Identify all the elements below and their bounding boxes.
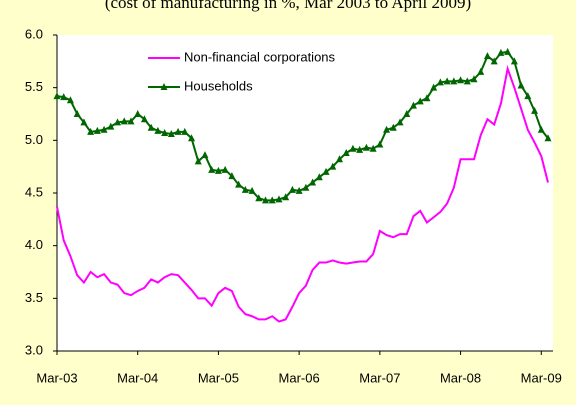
marker bbox=[315, 173, 323, 181]
legend-label: Non-financial corporations bbox=[184, 49, 336, 64]
x-tick-label: Mar-04 bbox=[117, 370, 158, 385]
marker bbox=[214, 166, 222, 174]
marker bbox=[470, 75, 478, 83]
marker bbox=[457, 76, 465, 84]
marker bbox=[100, 125, 108, 133]
marker bbox=[383, 125, 391, 133]
marker bbox=[396, 118, 404, 126]
marker bbox=[181, 127, 189, 135]
marker bbox=[436, 78, 444, 86]
marker bbox=[302, 183, 310, 191]
marker bbox=[167, 130, 175, 138]
marker bbox=[349, 144, 357, 152]
marker bbox=[154, 126, 162, 134]
marker bbox=[517, 81, 525, 89]
marker bbox=[60, 93, 68, 101]
y-tick-label: 5.0 bbox=[25, 132, 43, 147]
y-tick-label: 4.0 bbox=[25, 237, 43, 252]
marker bbox=[248, 186, 256, 194]
x-tick-label: Mar-08 bbox=[440, 370, 481, 385]
marker bbox=[504, 47, 512, 55]
marker bbox=[544, 134, 552, 142]
marker bbox=[356, 145, 364, 153]
marker bbox=[114, 118, 122, 126]
marker bbox=[369, 144, 377, 152]
marker bbox=[295, 186, 303, 194]
marker bbox=[483, 52, 491, 60]
legend-label: Households bbox=[184, 78, 253, 93]
marker bbox=[255, 194, 263, 202]
marker bbox=[409, 101, 417, 109]
marker bbox=[161, 128, 169, 136]
plot-area bbox=[57, 35, 553, 351]
marker bbox=[443, 77, 451, 85]
marker bbox=[268, 196, 276, 204]
marker bbox=[389, 123, 397, 131]
marker bbox=[93, 126, 101, 134]
marker bbox=[342, 148, 350, 156]
marker bbox=[329, 162, 337, 170]
marker bbox=[53, 92, 61, 100]
marker bbox=[490, 57, 498, 65]
x-tick-label: Mar-09 bbox=[521, 370, 562, 385]
marker bbox=[221, 165, 229, 173]
marker bbox=[275, 195, 283, 203]
y-tick-label: 6.0 bbox=[25, 26, 43, 41]
x-tick-label: Mar-06 bbox=[279, 370, 320, 385]
marker bbox=[228, 172, 236, 180]
marker bbox=[362, 143, 370, 151]
marker bbox=[477, 67, 485, 75]
marker bbox=[335, 155, 343, 163]
marker bbox=[140, 115, 148, 123]
marker bbox=[288, 185, 296, 193]
legend-marker bbox=[160, 83, 168, 90]
marker bbox=[403, 110, 411, 117]
marker bbox=[107, 122, 115, 130]
marker bbox=[423, 94, 431, 102]
marker bbox=[201, 151, 209, 159]
marker bbox=[73, 110, 81, 117]
marker bbox=[147, 123, 155, 131]
marker bbox=[430, 83, 438, 91]
marker bbox=[463, 77, 471, 85]
marker bbox=[416, 97, 424, 105]
marker bbox=[208, 165, 216, 173]
marker bbox=[510, 57, 518, 65]
y-tick-label: 3.5 bbox=[25, 290, 43, 305]
marker bbox=[376, 140, 384, 148]
marker bbox=[188, 134, 196, 142]
marker bbox=[262, 196, 270, 204]
marker bbox=[524, 92, 532, 100]
marker bbox=[537, 125, 545, 133]
marker bbox=[174, 127, 182, 135]
x-tick-label: Mar-05 bbox=[198, 370, 239, 385]
marker bbox=[194, 157, 202, 165]
marker bbox=[322, 167, 330, 175]
y-tick-label: 5.5 bbox=[25, 79, 43, 94]
marker bbox=[531, 106, 539, 114]
y-tick-label: 3.0 bbox=[25, 342, 43, 357]
marker bbox=[66, 96, 74, 104]
marker bbox=[235, 180, 243, 188]
marker bbox=[134, 110, 142, 117]
marker bbox=[87, 127, 95, 135]
marker bbox=[127, 117, 135, 125]
y-tick-label: 4.5 bbox=[25, 184, 43, 199]
marker bbox=[282, 193, 290, 201]
marker bbox=[241, 185, 249, 193]
marker bbox=[309, 178, 317, 186]
series-line bbox=[56, 64, 549, 323]
x-tick-label: Mar-07 bbox=[359, 370, 400, 385]
marker bbox=[80, 118, 88, 126]
marker bbox=[450, 77, 458, 85]
marker bbox=[120, 117, 128, 125]
marker bbox=[497, 48, 505, 56]
x-tick-label: Mar-03 bbox=[36, 370, 77, 385]
chart-subtitle: (cost of manufacturing in %, Mar 2003 to… bbox=[105, 0, 471, 12]
